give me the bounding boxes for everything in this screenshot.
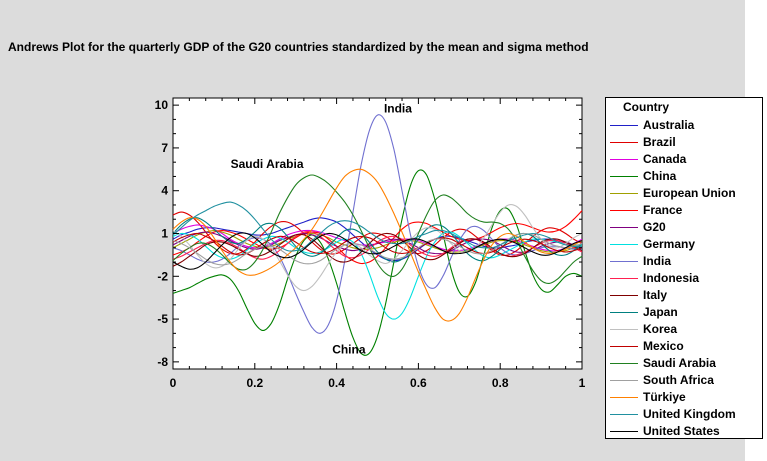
legend-label: United Kingdom [643, 407, 736, 421]
series-line-india [172, 114, 583, 334]
series-line-mexico [172, 232, 583, 256]
x-tick-label: 0.6 [410, 376, 427, 390]
series-line-united-states [172, 232, 583, 270]
legend-item-brazil: Brazil [606, 134, 762, 151]
legend-label: China [643, 169, 677, 183]
legend: Country Australia Brazil Canada China Europe… [605, 97, 763, 439]
y-tick-label: -5 [157, 312, 168, 326]
legend-swatch [610, 244, 638, 245]
legend-swatch [610, 346, 638, 347]
series-line-saudi-arabia [172, 174, 583, 285]
x-tick-label: 0 [170, 376, 177, 390]
legend-swatch [610, 363, 638, 364]
legend-label: Mexico [643, 339, 684, 353]
series-line-korea [172, 204, 583, 292]
legend-swatch [610, 431, 638, 432]
legend-swatch [610, 278, 638, 279]
x-tick-label: 1 [579, 376, 586, 390]
series-line-australia [172, 217, 583, 262]
annotation-saudi-arabia: Saudi Arabia [231, 157, 304, 171]
legend-item-united-kingdom: United Kingdom [606, 406, 762, 423]
legend-swatch [610, 142, 638, 143]
legend-item-germany: Germany [606, 236, 762, 253]
legend-label: Canada [643, 152, 687, 166]
y-tick-label: 7 [161, 141, 168, 155]
legend-item-saudi-arabia: Saudi Arabia [606, 355, 762, 372]
legend-swatch [610, 295, 638, 296]
legend-item-canada: Canada [606, 151, 762, 168]
series-line-france [172, 210, 583, 265]
legend-label: Saudi Arabia [643, 356, 716, 370]
legend-item-united-states: United States [606, 423, 762, 440]
legend-swatch [610, 397, 638, 398]
y-tick-label: -2 [157, 269, 168, 283]
annotation-layer: India Saudi Arabia China [231, 101, 413, 356]
legend-item-t-rkiye: Türkiye [606, 389, 762, 406]
annotation-india: India [384, 101, 412, 115]
legend-item-korea: Korea [606, 321, 762, 338]
legend-item-australia: Australia [606, 117, 762, 134]
legend-swatch [610, 125, 638, 126]
series-line-t-rkiye [172, 168, 583, 322]
y-tick-label: 1 [161, 227, 168, 241]
legend-label: Italy [643, 288, 668, 302]
x-tick-label: 0.8 [492, 376, 509, 390]
legend-label: Japan [643, 305, 678, 319]
legend-swatch [610, 380, 638, 381]
axis-layer: 0 0.2 0.4 0.6 0.8 1 10 7 4 1 -2 -5 -8 [155, 98, 586, 390]
legend-swatch [610, 227, 638, 228]
y-tick-label: 10 [155, 98, 169, 112]
y-tick-label: 4 [161, 184, 168, 198]
andrews-plot: India Saudi Arabia China 0 0.2 0.4 0.6 0.8 1 10 7… [155, 97, 586, 390]
legend-label: Australia [643, 118, 695, 132]
chart-title: Andrews Plot for the quarterly GDP of th… [8, 40, 589, 54]
legend-label: G20 [643, 220, 666, 234]
legend-item-south-africa: South Africa [606, 372, 762, 389]
x-tick-label: 0.4 [328, 376, 345, 390]
legend-swatch [610, 414, 638, 415]
legend-swatch [610, 329, 638, 330]
series-layer [172, 114, 583, 356]
legend-swatch [610, 312, 638, 313]
legend-label: Indonesia [643, 271, 700, 285]
legend-item-mexico: Mexico [606, 338, 762, 355]
legend-swatch [610, 261, 638, 262]
legend-label: South Africa [643, 373, 714, 387]
series-line-china [172, 169, 583, 356]
legend-item-japan: Japan [606, 304, 762, 321]
legend-label: Brazil [643, 135, 676, 149]
series-line-united-kingdom [172, 201, 583, 252]
x-tick-label: 0.2 [246, 376, 263, 390]
legend-item-indonesia: Indonesia [606, 270, 762, 287]
y-tick-label: -8 [157, 355, 168, 369]
legend-label: United States [643, 424, 720, 438]
legend-label: France [643, 203, 683, 217]
legend-label: Türkiye [643, 390, 686, 404]
legend-item-g20: G20 [606, 219, 762, 236]
legend-item-european-union: European Union [606, 185, 762, 202]
legend-label: Germany [643, 237, 696, 251]
annotation-china: China [332, 342, 366, 356]
legend-title: Country [623, 100, 669, 114]
legend-swatch [610, 176, 638, 177]
legend-item-india: India [606, 253, 762, 270]
legend-item-france: France [606, 202, 762, 219]
legend-swatch [610, 210, 638, 211]
legend-swatch [610, 159, 638, 160]
legend-item-italy: Italy [606, 287, 762, 304]
series-line-italy [172, 232, 583, 267]
legend-label: European Union [643, 186, 736, 200]
series-line-brazil [172, 211, 583, 256]
legend-swatch [610, 193, 638, 194]
legend-label: Korea [643, 322, 678, 336]
legend-item-china: China [606, 168, 762, 185]
legend-label: India [643, 254, 672, 268]
